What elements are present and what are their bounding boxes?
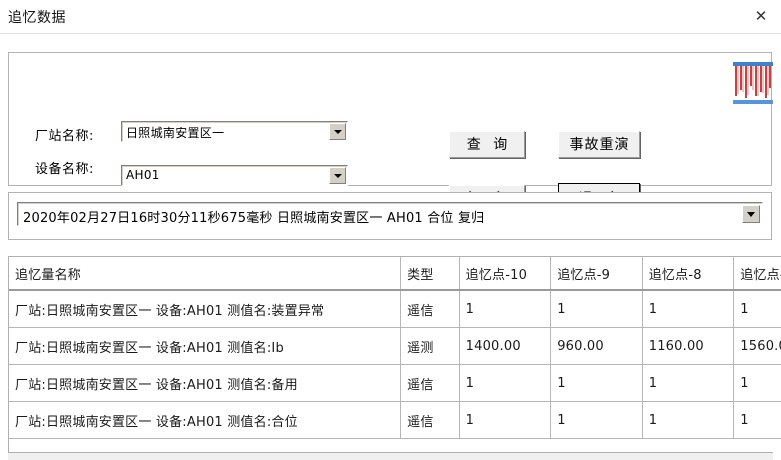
- station-name-value: 日照城南安置区一: [126, 126, 225, 140]
- cell-name: 厂站:日照城南安置区一 设备:AH01 测值名:备用: [9, 364, 402, 402]
- close-icon[interactable]: ✕: [754, 7, 768, 25]
- table-row[interactable]: 厂站:日照城南安置区一 设备:AH01 测值名:装置异常 遥信 1 1 1 1 …: [9, 290, 781, 328]
- waveform-icon: [733, 62, 773, 106]
- cell-value: 1400.00: [459, 327, 552, 365]
- cell-value: 1: [642, 401, 735, 439]
- table-row[interactable]: 厂站:日照城南安置区一 设备:AH01 测值名:合位 遥信 1 1 1 1 1 …: [9, 401, 781, 439]
- cell-name: 厂站:日照城南安置区一 设备:AH01 测值名:装置异常: [9, 290, 402, 328]
- cell-name: 厂站:日照城南安置区一 设备:AH01 测值名:Ib: [9, 327, 402, 365]
- cell-type: 遥信: [400, 290, 460, 328]
- cell-value: 1: [550, 290, 643, 328]
- device-name-label: 设备名称:: [35, 162, 94, 177]
- device-name-value: AH01: [126, 168, 160, 182]
- cell-value: 1: [459, 290, 552, 328]
- column-header-pt-7[interactable]: 追忆点-7: [733, 257, 781, 291]
- cell-value: 1: [459, 364, 552, 402]
- cell-value: 1: [642, 290, 735, 328]
- station-name-label: 厂站名称:: [35, 129, 94, 144]
- column-header-pt-8[interactable]: 追忆点-8: [642, 257, 735, 291]
- table-row[interactable]: 厂站:日照城南安置区一 设备:AH01 测值名:备用 遥信 1 1 1 1 1 …: [9, 364, 781, 402]
- cell-value: 1: [733, 401, 781, 439]
- cell-value: 1: [459, 401, 552, 439]
- column-header-pt-9[interactable]: 追忆点-9: [550, 257, 643, 291]
- cell-value: 960.00: [550, 327, 643, 365]
- chevron-down-icon[interactable]: [329, 123, 346, 140]
- station-name-combo[interactable]: 日照城南安置区一: [121, 121, 348, 142]
- chevron-down-icon[interactable]: [742, 205, 760, 223]
- device-name-combo[interactable]: AH01: [121, 165, 348, 186]
- cell-value: 1: [550, 364, 643, 402]
- event-panel: 2020年02月27日16时30分11秒675毫秒 日照城南安置区一 AH01 …: [8, 192, 772, 240]
- recall-data-grid[interactable]: 追忆量名称 类型 追忆点-10 追忆点-9 追忆点-8 追忆点-7 追忆点-6 …: [8, 256, 781, 452]
- column-header-name[interactable]: 追忆量名称: [9, 257, 402, 291]
- column-header-pt-10[interactable]: 追忆点-10: [459, 257, 552, 291]
- table-row[interactable]: 厂站:日照城南安置区一 设备:AH01 测值名:Ib 遥测 1400.00 96…: [9, 327, 781, 365]
- cell-value: 1: [733, 364, 781, 402]
- cell-type: 遥信: [400, 364, 460, 402]
- replay-button[interactable]: 事故重演: [558, 131, 640, 158]
- event-selector-combo[interactable]: 2020年02月27日16时30分11秒675毫秒 日照城南安置区一 AH01 …: [17, 202, 763, 226]
- cell-type: 遥信: [400, 401, 460, 439]
- event-selector-value: 2020年02月27日16时30分11秒675毫秒 日照城南安置区一 AH01 …: [23, 211, 485, 226]
- cell-value: 1: [733, 290, 781, 328]
- grid-bottom-edge: [8, 452, 773, 460]
- cell-value: 1: [550, 401, 643, 439]
- titlebar-divider: [0, 33, 781, 34]
- query-button-label: 查 询: [466, 137, 512, 153]
- cell-value: 1560.00: [733, 327, 781, 365]
- chevron-down-icon[interactable]: [329, 167, 346, 184]
- cell-name: 厂站:日照城南安置区一 设备:AH01 测值名:合位: [9, 401, 402, 439]
- replay-button-label: 事故重演: [569, 137, 630, 153]
- column-header-type[interactable]: 类型: [400, 257, 460, 291]
- window-title: 追忆数据: [8, 10, 66, 26]
- filter-panel: 厂站名称: 日照城南安置区一 设备名称: AH01 发生时间: 2020/ 2/…: [8, 52, 772, 224]
- window-titlebar: 追忆数据 ✕: [0, 0, 781, 34]
- table-header-row: 追忆量名称 类型 追忆点-10 追忆点-9 追忆点-8 追忆点-7 追忆点-6 …: [9, 257, 781, 291]
- query-button[interactable]: 查 询: [449, 131, 525, 158]
- cell-value: 1: [642, 364, 735, 402]
- cell-value: 1160.00: [642, 327, 735, 365]
- cell-type: 遥测: [400, 327, 460, 365]
